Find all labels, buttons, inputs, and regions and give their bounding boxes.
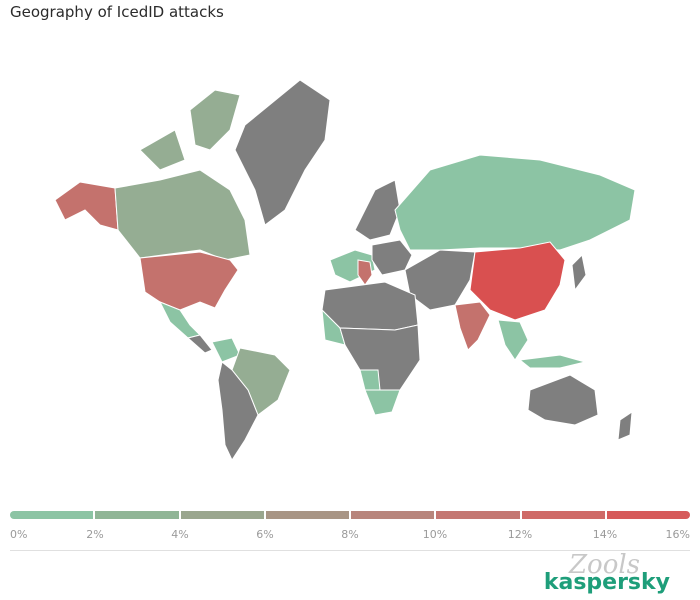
- legend-tick-label: 6%: [256, 528, 274, 541]
- region-china: [469, 241, 566, 321]
- region-south-africa: [364, 389, 401, 416]
- legend-segment: [436, 511, 520, 519]
- legend-segment: [521, 511, 605, 519]
- region-north-africa: [321, 281, 419, 331]
- legend-tick-label: 2%: [86, 528, 104, 541]
- divider: [10, 550, 690, 551]
- region-canada: [114, 169, 251, 261]
- brand-logo: kaspersky: [543, 570, 670, 595]
- region-south-america-rest: [217, 361, 259, 462]
- legend-tick-label: 8%: [341, 528, 359, 541]
- region-canada-islands-2: [139, 129, 186, 171]
- region-india: [454, 301, 491, 351]
- color-scale-legend: [10, 511, 690, 519]
- legend-segment: [265, 511, 349, 519]
- region-southeast-asia: [497, 319, 529, 361]
- region-usa: [139, 251, 239, 311]
- region-alaska: [54, 181, 119, 231]
- legend-segment: [606, 511, 690, 519]
- legend-ticks: 0% 2% 4% 6% 8% 10% 12% 14% 16%: [10, 528, 690, 544]
- legend-tick-label: 0%: [10, 528, 28, 541]
- watermark: Zools: [568, 550, 640, 580]
- legend-tick-label: 16%: [665, 528, 690, 541]
- region-scandinavia: [354, 179, 401, 241]
- region-central-america: [186, 334, 213, 354]
- legend-tick-label: 12%: [507, 528, 533, 541]
- legend-tick-label: 10%: [422, 528, 448, 541]
- region-indonesia: [518, 354, 587, 369]
- legend-segment: [95, 511, 179, 519]
- world-map: [54, 79, 636, 462]
- legend-segment: [10, 511, 94, 519]
- legend-segment: [351, 511, 435, 519]
- region-italy: [357, 259, 373, 286]
- chart-title: Geography of IcedID attacks: [10, 3, 224, 21]
- region-russia: [394, 154, 636, 251]
- region-australia: [527, 374, 599, 426]
- legend-segment: [180, 511, 264, 519]
- legend-tick-label: 4%: [171, 528, 189, 541]
- region-japan: [571, 253, 587, 292]
- region-new-zealand: [617, 411, 633, 441]
- region-greenland: [234, 79, 331, 226]
- region-canada-islands: [189, 89, 241, 151]
- legend-tick-label: 14%: [592, 528, 618, 541]
- region-angola: [359, 369, 381, 391]
